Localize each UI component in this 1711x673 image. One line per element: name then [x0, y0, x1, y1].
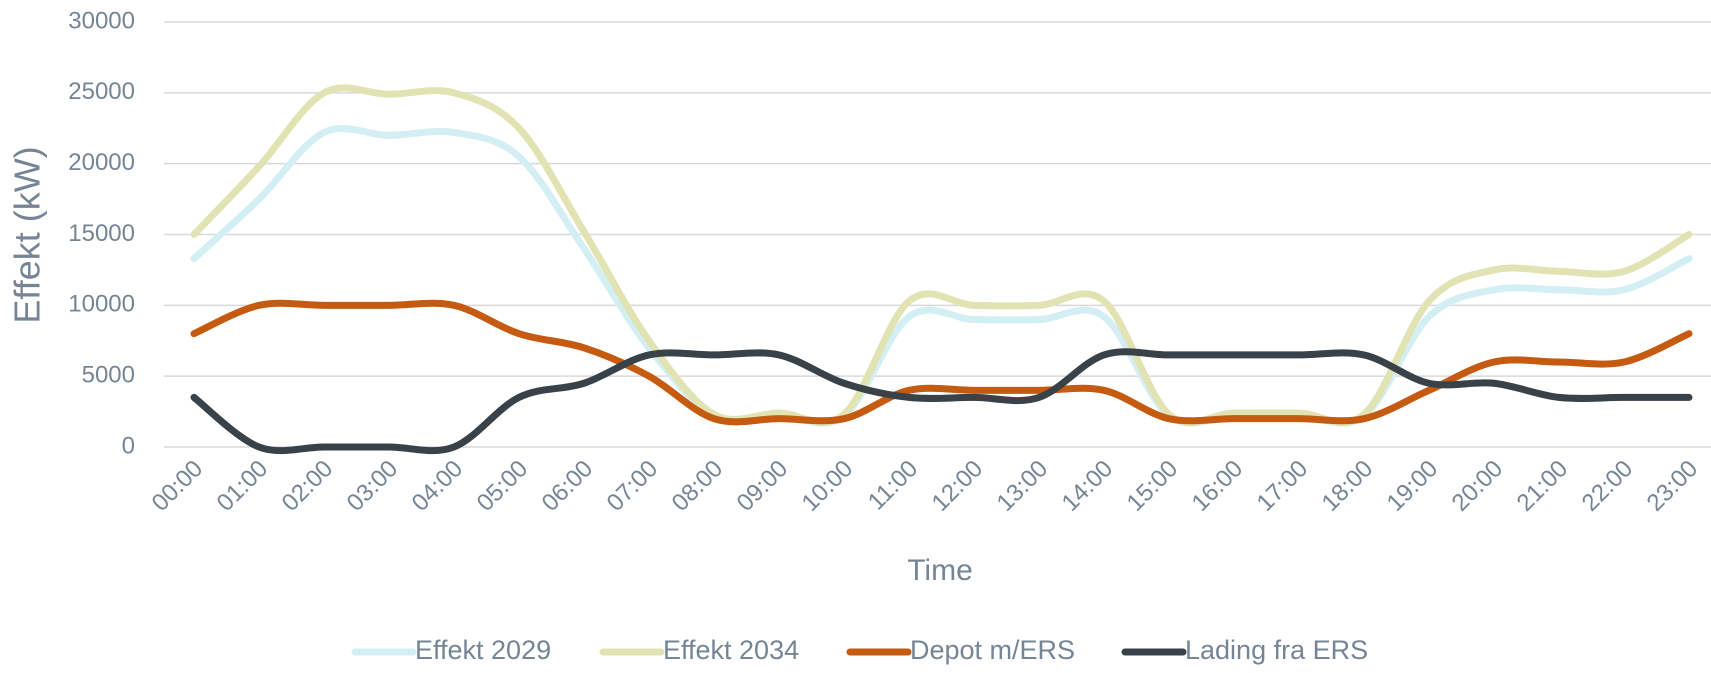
x-tick-label: 06:00 — [537, 455, 599, 517]
legend-label: Effekt 2034 — [663, 635, 799, 665]
series-line — [190, 125, 1693, 427]
x-tick-label: 20:00 — [1447, 455, 1509, 517]
x-tick-label: 02:00 — [277, 455, 339, 517]
x-tick-label: 03:00 — [342, 455, 404, 517]
x-tick-label: 13:00 — [992, 455, 1054, 517]
y-tick-label: 10000 — [68, 291, 135, 318]
y-tick-label: 5000 — [82, 362, 135, 389]
legend-label: Effekt 2029 — [415, 635, 551, 665]
y-tick-label: 25000 — [68, 78, 135, 105]
y-tick-label: 15000 — [68, 220, 135, 247]
x-tick-label: 15:00 — [1122, 455, 1184, 517]
y-tick-label: 30000 — [68, 7, 135, 34]
x-tick-label: 18:00 — [1317, 455, 1379, 517]
x-tick-label: 08:00 — [667, 455, 729, 517]
y-tick-label: 20000 — [68, 149, 135, 176]
x-tick-label: 17:00 — [1252, 455, 1314, 517]
series-line — [190, 299, 1693, 426]
series-line — [190, 84, 1693, 426]
x-tick-label: 09:00 — [732, 455, 794, 517]
x-tick-label: 10:00 — [797, 455, 859, 517]
legend-label: Depot m/ERS — [910, 635, 1075, 665]
x-tick-label: 16:00 — [1187, 455, 1249, 517]
x-tick-label: 21:00 — [1512, 455, 1574, 517]
x-axis-title: Time — [907, 554, 973, 587]
legend-label: Lading fra ERS — [1185, 635, 1368, 665]
x-tick-label: 11:00 — [863, 455, 923, 515]
y-axis-title: Effekt (kW) — [7, 146, 48, 323]
x-tick-label: 23:00 — [1642, 455, 1704, 517]
x-tick-label: 07:00 — [602, 455, 664, 517]
x-tick-label: 19:00 — [1382, 455, 1444, 517]
x-tick-label: 00:00 — [147, 455, 209, 517]
x-tick-label: 12:00 — [927, 455, 989, 517]
x-tick-label: 05:00 — [472, 455, 534, 517]
y-tick-label: 0 — [122, 432, 135, 459]
x-tick-label: 04:00 — [407, 455, 469, 517]
x-tick-label: 14:00 — [1057, 455, 1119, 517]
series-line — [190, 348, 1693, 455]
x-tick-label: 01:00 — [212, 455, 274, 517]
x-tick-label: 22:00 — [1577, 455, 1639, 517]
